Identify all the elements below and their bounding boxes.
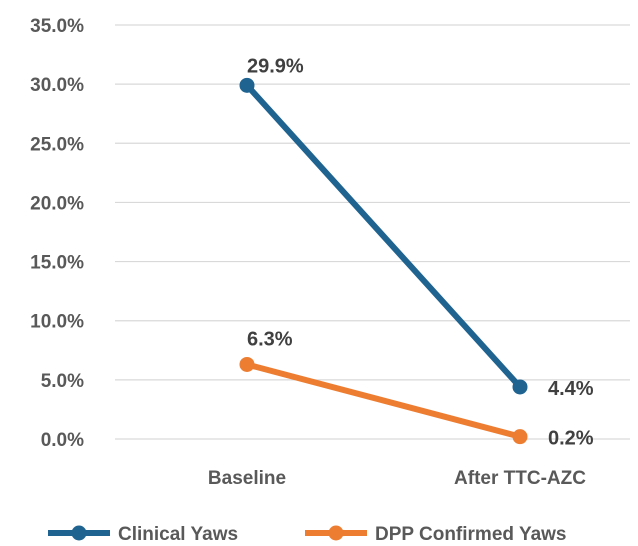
legend-item: DPP Confirmed Yaws <box>305 524 566 545</box>
legend: Clinical Yaws DPP Confirmed Yaws <box>48 524 566 545</box>
x-category-label: After TTC-AZC <box>454 468 586 489</box>
series-lines <box>239 77 528 445</box>
data-point <box>512 429 528 445</box>
y-axis-tick-labels: 0.0% 5.0% 10.0% 15.0% 20.0% 25.0% 30.0% 35.0% <box>30 16 84 451</box>
data-label: 6.3% <box>247 328 293 350</box>
legend-label: Clinical Yaws <box>118 524 238 545</box>
y-tick-label: 30.0% <box>30 75 84 96</box>
legend-swatch-marker <box>328 525 344 541</box>
y-tick-label: 5.0% <box>41 371 84 392</box>
y-tick-label: 10.0% <box>30 312 84 333</box>
gridlines <box>115 24 630 440</box>
data-point <box>239 77 255 93</box>
data-label: 0.2% <box>548 428 594 450</box>
legend-label: DPP Confirmed Yaws <box>375 524 566 545</box>
legend-item: Clinical Yaws <box>48 524 238 545</box>
series-line <box>244 361 523 440</box>
data-labels: 29.9% 4.4% 6.3% 0.2% <box>247 55 594 449</box>
y-tick-label: 15.0% <box>30 253 84 274</box>
y-tick-label: 0.0% <box>41 430 84 451</box>
y-tick-label: 25.0% <box>30 134 84 155</box>
data-label: 4.4% <box>548 378 594 400</box>
legend-swatch-marker <box>71 525 87 541</box>
x-category-label: Baseline <box>208 468 286 489</box>
x-axis-category-labels: Baseline After TTC-AZC <box>208 468 586 489</box>
data-point <box>512 379 528 395</box>
y-tick-label: 35.0% <box>30 16 84 37</box>
y-tick-label: 20.0% <box>30 193 84 214</box>
data-point <box>239 356 255 372</box>
data-label: 29.9% <box>247 55 304 77</box>
series-line <box>244 82 523 390</box>
